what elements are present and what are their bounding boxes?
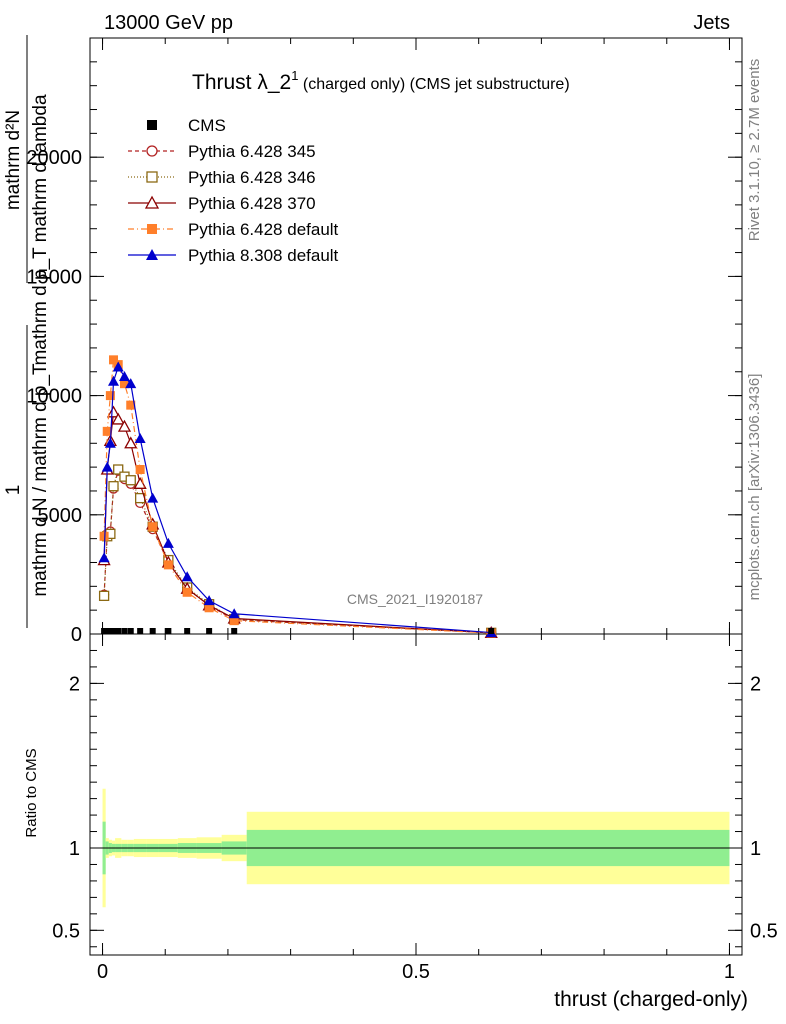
plot-title-main: Thrust λ_2 (192, 71, 291, 94)
curve-point (99, 531, 109, 541)
curve-point (109, 355, 119, 365)
y-tick-label: 20000 (26, 147, 82, 169)
curve-point (108, 481, 119, 492)
y-label-prefix-den: mathrm d N / mathrm d p_T (30, 363, 51, 597)
ratio-bands (102, 788, 730, 908)
curve-point (101, 461, 113, 472)
plot-title: Thrust λ_21 (charged only) (CMS jet subs… (192, 68, 570, 94)
curve-point (106, 405, 121, 418)
curve-point (111, 412, 125, 425)
curve-point (134, 433, 146, 444)
cms-data-points (101, 628, 495, 634)
cms-point (149, 628, 156, 634)
curve-point (126, 400, 136, 410)
y-label-prefix-one: 1 (3, 485, 24, 496)
ratio-tick-label-right: 1 (750, 838, 761, 860)
cms-point (104, 628, 111, 634)
cms-point (115, 628, 122, 634)
legend-label: CMS (188, 116, 226, 135)
curve-point (124, 436, 138, 449)
ratio-y-label: Ratio to CMS (23, 748, 40, 837)
ratio-tick-label-right: 0.5 (750, 920, 778, 942)
curve-point (203, 595, 215, 606)
curve-point (148, 522, 158, 532)
y-tick-label: 0 (71, 624, 82, 646)
cms-point (137, 628, 144, 634)
legend-label: Pythia 6.428 default (188, 220, 339, 239)
curve-point (98, 590, 110, 602)
cms-point (110, 628, 117, 634)
legend-marker (146, 171, 158, 183)
legend-marker (147, 224, 157, 234)
rivet-version-label: Rivet 3.1.10, ≥ 2.7M events (746, 59, 763, 242)
curve-line (103, 365, 492, 634)
curve-point (105, 391, 115, 401)
ratio-tick-label-right: 2 (750, 673, 761, 695)
mcplots-label: mcplots.cern.ch [arXiv:1306.3436] (746, 374, 763, 601)
curve-point (125, 475, 136, 486)
curve-point (182, 587, 192, 597)
legend-label: Pythia 6.428 346 (188, 168, 316, 187)
legend-marker (146, 145, 158, 157)
x-axis-label: thrust (charged-only) (554, 988, 748, 1011)
ratio-panel-frame (89, 633, 743, 956)
x-tick-label: 0 (97, 961, 108, 983)
y-tick-label: 10000 (26, 386, 82, 408)
ratio-tick-label: 1 (69, 838, 80, 860)
curve-point (113, 464, 124, 475)
analysis-watermark: CMS_2021_I1920187 (347, 591, 483, 607)
curve-point (229, 616, 239, 626)
cms-point (121, 628, 128, 634)
curve-point (147, 492, 159, 503)
y-label-denominator: mathrm d p_T mathrm d lambda (30, 94, 51, 365)
curve-point (112, 361, 124, 372)
curve-line (103, 469, 492, 634)
axis-ticks: 0 0.5 1 0 5000 10000 15000 20000 0.5 0.5 1 1 2 2 (26, 37, 778, 983)
curve-point (181, 571, 193, 582)
curve-point (98, 552, 110, 563)
curve-point (118, 371, 130, 382)
cms-point (184, 628, 191, 634)
cms-point (488, 628, 495, 634)
header-process: Jets (693, 12, 730, 34)
legend: CMS Pythia 6.428 345 Pythia 6.428 346 Pythi… (128, 116, 339, 265)
curve-point (102, 426, 112, 436)
x-tick-label: 1 (724, 961, 735, 983)
curve-point (135, 465, 145, 475)
legend-marker (144, 195, 160, 209)
cms-point (101, 628, 108, 634)
legend-label: Pythia 6.428 345 (188, 142, 316, 161)
cms-point (206, 628, 213, 634)
legend-marker (146, 249, 158, 260)
curve-point (108, 375, 120, 386)
legend-label: Pythia 8.308 default (188, 246, 339, 265)
ratio-tick-label: 2 (69, 673, 80, 695)
curve-line (103, 468, 492, 634)
plot-title-sup: 1 (291, 68, 298, 83)
mc-curves (97, 355, 498, 638)
y-tick-label: 15000 (26, 266, 82, 288)
curve-point (162, 537, 174, 548)
plot-title-sub: (charged only) (CMS jet substructure) (298, 76, 569, 93)
curve-point (204, 603, 214, 613)
curve-point (117, 419, 132, 432)
curve-point (104, 437, 116, 448)
y-tick-label: 5000 (38, 505, 83, 527)
header-energy: 13000 GeV pp (104, 12, 233, 34)
cms-point (165, 628, 172, 634)
curve-point (163, 560, 173, 570)
ratio-tick-label: 0.5 (52, 920, 80, 942)
main-y-label: mathrm d²N mathrm d p_T mathrm d lambda … (3, 35, 51, 628)
cms-point (127, 628, 134, 634)
curve-point (119, 379, 129, 389)
y-label-numerator: mathrm d²N (3, 110, 24, 210)
curve-point (228, 608, 240, 619)
legend-label: Pythia 6.428 370 (188, 194, 316, 213)
cms-point (231, 628, 238, 634)
x-tick-label: 0.5 (402, 961, 430, 983)
curve-point (125, 378, 137, 389)
cms-point (107, 628, 114, 634)
legend-marker (147, 120, 157, 130)
